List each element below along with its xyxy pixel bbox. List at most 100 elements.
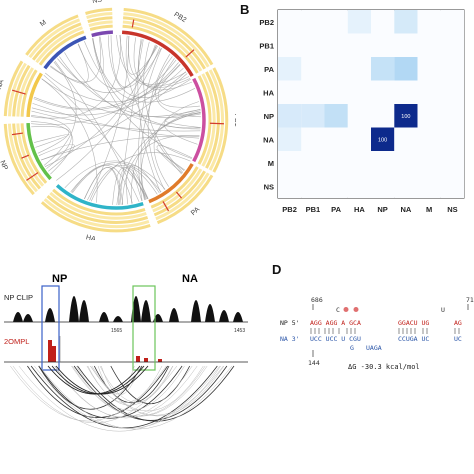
interaction-arc — [31, 71, 187, 116]
coverage-ring-ns-0 — [89, 24, 113, 32]
heatmap-cell-ha-pb1 — [301, 80, 325, 104]
clip-peak-5 — [99, 312, 109, 322]
na-sequence-2: CCUGA UC — [398, 335, 429, 343]
heatmap-row-label-np: NP — [264, 112, 274, 121]
ompl-peak-1 — [52, 346, 56, 362]
heatmap-cell-np-pb1 — [301, 104, 325, 128]
interaction-arc — [140, 58, 175, 200]
coverage-ring-ha-1 — [49, 191, 147, 220]
heatmap-cell-m-ha — [347, 151, 372, 175]
heatmap-cell-ha-ha — [347, 80, 372, 104]
heatmap-cell-np-na — [394, 104, 418, 128]
track-arc-6 — [110, 365, 191, 405]
coverage-ring-ns-1 — [88, 20, 113, 28]
segment-label-pa: PA — [190, 206, 201, 217]
interaction-arc — [158, 63, 200, 108]
heatmap-cell-m-pa — [324, 151, 348, 175]
heatmap-cell-pa-pb2 — [278, 57, 302, 81]
ompl-peak-2 — [136, 356, 140, 362]
heatmap-cell-pb2-m — [417, 10, 441, 34]
heatmap-cell-m-ns — [440, 151, 465, 175]
track-arc-9 — [34, 365, 224, 429]
tick-right: 1453 — [234, 328, 245, 334]
heatmap-cell-ns-pb1 — [301, 174, 325, 198]
np-sequence-3: AG — [454, 319, 462, 327]
heatmap-cell-np-ns — [440, 104, 465, 128]
heatmap-cell-ns-na — [394, 174, 418, 198]
interaction-arc — [119, 35, 182, 175]
coverage-ring-na-1 — [16, 67, 34, 117]
coverage-ring-ns-4 — [85, 7, 113, 15]
heatmap-cells: 100 100 — [278, 10, 465, 198]
coverage-spike — [11, 132, 23, 136]
heatmap-cell-pb2-pb1 — [301, 10, 325, 34]
coverage-ring-m-2 — [31, 22, 82, 61]
tick-left: 1565 — [111, 328, 122, 334]
heatmap-cell-ns-ha — [347, 174, 372, 198]
heatmap-cell-pb2-np — [371, 10, 395, 34]
coverage-ring-ha-2 — [46, 194, 149, 224]
coverage-ring-pb1-0 — [197, 75, 212, 165]
coverage-ring-m-1 — [35, 26, 83, 64]
coverage-spike — [21, 154, 30, 159]
track-header-na: NA — [182, 273, 198, 285]
interaction-arc — [92, 38, 196, 103]
clip-peak-10 — [169, 308, 179, 322]
na-strand-prefix: NA 3' — [280, 335, 300, 343]
heatmap-cell-np-pa — [324, 104, 348, 128]
track-arc-2 — [30, 365, 218, 429]
heatmap-cell-ha-pb2 — [278, 80, 302, 104]
interaction-arc — [41, 78, 98, 203]
coverage-ring-m-3 — [28, 18, 81, 59]
coverage-spike — [12, 89, 26, 95]
interaction-arc — [131, 112, 201, 204]
heatmap-chart: 100 100 PB2 PB1 PA HA NP NA M NS PB2 PB1 PA HA NP NA M… — [259, 9, 465, 214]
interaction-arc — [43, 74, 149, 199]
track-header-np: NP — [52, 273, 67, 285]
interaction-arc — [147, 54, 171, 190]
track-arc-21 — [72, 365, 208, 417]
heatmap-cell-ns-np — [371, 174, 395, 198]
heatmap-row-label-pa: PA — [264, 65, 274, 74]
heatmap-col-label-m: M — [426, 205, 432, 214]
coverage-spike — [26, 172, 39, 181]
segment-arc-ha — [55, 184, 144, 210]
coverage-ring-np-0 — [20, 123, 48, 184]
interaction-arc — [132, 165, 148, 202]
coverage-ring-pa-2 — [153, 170, 206, 217]
coverage-ring-pa-3 — [155, 172, 210, 221]
heatmap-cell-pa-np — [371, 57, 395, 81]
heatmap-cell-na-pa — [324, 127, 348, 151]
segment-label-np: NP — [0, 160, 9, 172]
heatmap-cell-na-m — [417, 127, 441, 151]
segment-label-pb1: PB1 — [233, 113, 236, 126]
interaction-arc — [33, 64, 181, 111]
heatmap-cell-pb1-pa — [324, 33, 348, 57]
coverage-ring-na-4 — [3, 60, 24, 117]
track-arc-4 — [93, 365, 170, 404]
heatmap-cell-ns-pb2 — [278, 174, 302, 198]
clip-peak-0 — [13, 312, 23, 322]
segment-arc-pb2 — [121, 30, 194, 77]
clip-peak-8 — [141, 300, 151, 322]
coverage-ring-ha-3 — [43, 198, 150, 229]
circos-segments — [26, 30, 206, 210]
track-interaction-arcs — [10, 365, 235, 432]
heatmap-cell-pb1-pb2 — [278, 33, 302, 57]
coverage-ring-pa-4 — [156, 174, 214, 225]
clip-peak-12 — [205, 304, 215, 322]
segment-arc-np — [26, 123, 52, 181]
track-arc-18 — [91, 365, 204, 412]
heatmap-cell-np-np — [371, 104, 395, 128]
segment-arc-ns — [91, 30, 113, 38]
heatmap-cell-np-ha — [347, 104, 372, 128]
np-sequence-1: AGG AGG A GCA — [310, 319, 361, 327]
interaction-arc — [43, 61, 77, 166]
np-start-position: 686 — [311, 296, 323, 304]
track-arc-23 — [90, 365, 225, 417]
heatmap-cell-pb1-ha — [347, 33, 372, 57]
np-highlight-box — [41, 285, 60, 371]
heatmap-cell-pb1-m — [417, 33, 441, 57]
coverage-ring-np-2 — [12, 123, 42, 190]
coverage-ring-pb1-3 — [208, 69, 224, 171]
